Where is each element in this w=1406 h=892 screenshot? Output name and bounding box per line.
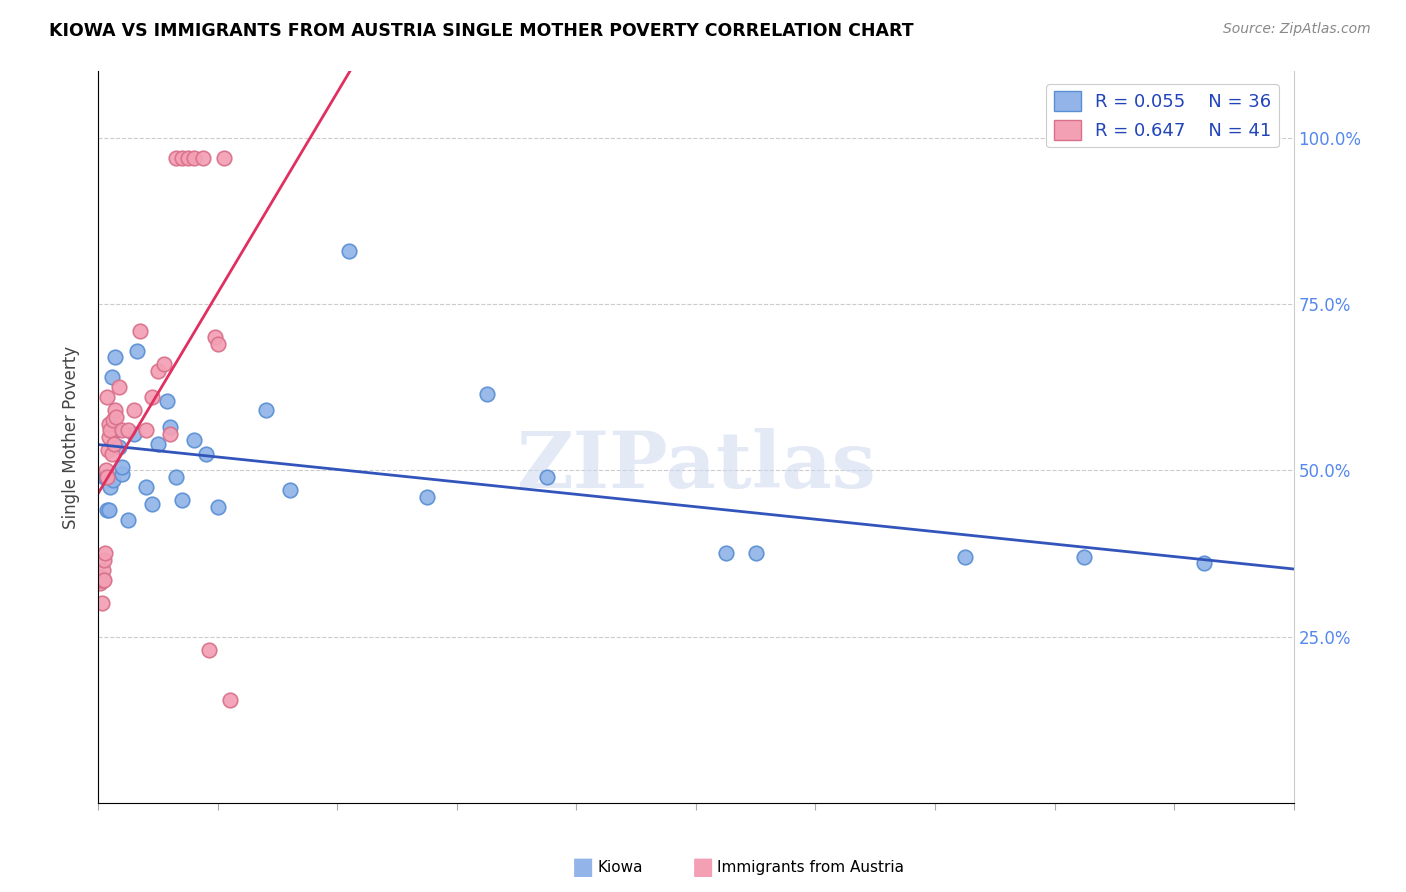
Point: [745, 546, 768, 560]
Point: [91, 596, 114, 610]
Point: [207, 337, 229, 351]
Point: [1073, 549, 1095, 564]
Point: [148, 436, 170, 450]
Point: [148, 363, 170, 377]
Point: [97, 443, 120, 458]
Point: [183, 151, 205, 165]
Point: [1192, 557, 1215, 571]
Point: [207, 500, 229, 514]
Point: [90, 570, 112, 584]
Text: ZIPatlas: ZIPatlas: [516, 428, 876, 504]
Point: [195, 447, 218, 461]
Text: Immigrants from Austria: Immigrants from Austria: [717, 860, 904, 874]
Point: [135, 424, 157, 438]
Text: Kiowa: Kiowa: [598, 860, 643, 874]
Point: [165, 470, 187, 484]
Y-axis label: Single Mother Poverty: Single Mother Poverty: [62, 345, 80, 529]
Point: [159, 420, 181, 434]
Point: [96, 390, 118, 404]
Point: [100, 370, 122, 384]
Point: [254, 403, 277, 417]
Point: [93, 470, 115, 484]
Point: [98, 503, 121, 517]
Point: [172, 151, 194, 165]
Point: [339, 244, 361, 258]
Point: [93, 573, 115, 587]
Point: [104, 403, 127, 417]
Point: [183, 434, 205, 448]
Point: [141, 497, 163, 511]
Point: [105, 410, 128, 425]
Text: KIOWA VS IMMIGRANTS FROM AUSTRIA SINGLE MOTHER POVERTY CORRELATION CHART: KIOWA VS IMMIGRANTS FROM AUSTRIA SINGLE …: [49, 22, 914, 40]
Point: [103, 473, 125, 487]
Point: [98, 417, 121, 431]
Point: [111, 467, 134, 481]
Point: [177, 151, 200, 165]
Point: [416, 490, 439, 504]
Point: [98, 424, 122, 438]
Point: [198, 643, 221, 657]
Point: [104, 351, 127, 365]
Point: [108, 380, 131, 394]
Point: [124, 403, 146, 417]
Point: [129, 324, 152, 338]
Point: [172, 493, 194, 508]
Point: [127, 343, 149, 358]
Point: [94, 470, 117, 484]
Point: [108, 440, 131, 454]
Text: ■: ■: [572, 855, 595, 879]
Point: [91, 573, 114, 587]
Point: [475, 387, 498, 401]
Point: [93, 553, 115, 567]
Point: [135, 480, 157, 494]
Point: [278, 483, 301, 498]
Point: [101, 413, 124, 427]
Point: [105, 424, 128, 438]
Point: [111, 460, 134, 475]
Point: [165, 151, 187, 165]
Point: [96, 470, 118, 484]
Point: [91, 563, 114, 577]
Point: [103, 436, 125, 450]
Point: [90, 573, 112, 587]
Point: [94, 546, 117, 560]
Point: [204, 330, 226, 344]
Legend: R = 0.055    N = 36, R = 0.647    N = 41: R = 0.055 N = 36, R = 0.647 N = 41: [1046, 84, 1278, 147]
Point: [714, 546, 737, 560]
Point: [124, 426, 146, 441]
Point: [191, 151, 214, 165]
Point: [97, 430, 120, 444]
Point: [117, 424, 139, 438]
Point: [219, 692, 242, 706]
Point: [156, 393, 179, 408]
Text: ■: ■: [692, 855, 714, 879]
Point: [117, 513, 139, 527]
Point: [100, 447, 122, 461]
Point: [159, 426, 181, 441]
Point: [89, 576, 111, 591]
Point: [953, 549, 976, 564]
Point: [153, 357, 176, 371]
Text: Source: ZipAtlas.com: Source: ZipAtlas.com: [1223, 22, 1371, 37]
Point: [94, 463, 117, 477]
Point: [96, 503, 118, 517]
Point: [111, 424, 134, 438]
Point: [98, 480, 122, 494]
Point: [141, 390, 163, 404]
Point: [212, 151, 235, 165]
Point: [536, 470, 558, 484]
